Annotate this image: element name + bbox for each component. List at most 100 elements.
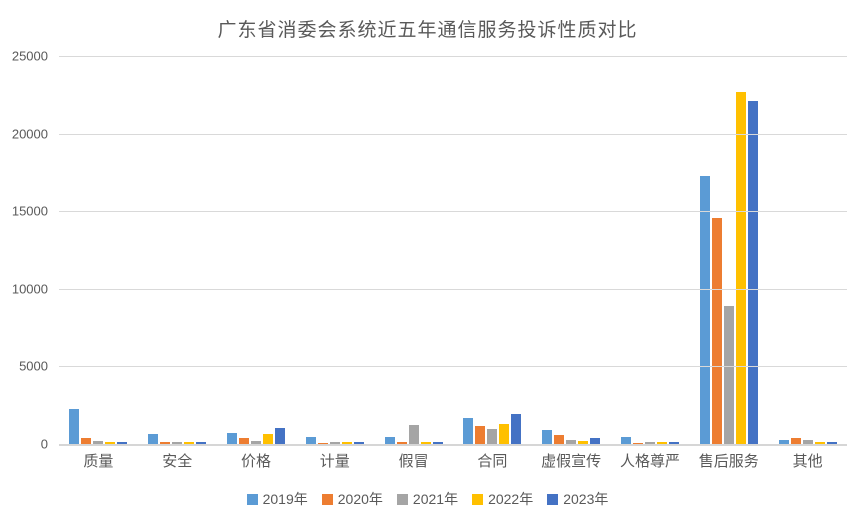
- legend-item: 2023年: [547, 489, 608, 509]
- legend-label: 2023年: [563, 491, 609, 507]
- legend-label: 2019年: [262, 491, 308, 507]
- legend-item: 2022年: [472, 489, 533, 509]
- bar: [238, 438, 249, 444]
- x-category-label: 安全: [162, 453, 193, 470]
- bar: [408, 425, 419, 444]
- bar: [396, 442, 407, 444]
- bar: [81, 438, 92, 444]
- bar: [826, 442, 837, 444]
- bar: [668, 442, 679, 444]
- bar-group: [532, 56, 611, 444]
- bar: [117, 442, 128, 444]
- bar: [499, 424, 510, 444]
- bar: [632, 443, 643, 444]
- x-category-label: 人格尊严: [619, 453, 680, 470]
- bar: [735, 92, 746, 444]
- bar: [620, 437, 631, 444]
- bar: [699, 176, 710, 444]
- bar: [711, 218, 722, 444]
- bar: [317, 443, 328, 444]
- x-category-label: 价格: [240, 453, 271, 470]
- legend-swatch: [396, 493, 408, 505]
- bar: [329, 442, 340, 444]
- bar: [341, 442, 352, 444]
- y-tick-label: 5000: [19, 358, 48, 374]
- bar: [420, 442, 431, 444]
- bar: [262, 434, 273, 444]
- legend-item: 2019年: [246, 489, 308, 509]
- y-tick-label: 25000: [11, 48, 48, 64]
- bar-group: [768, 56, 847, 444]
- bar: [778, 440, 789, 444]
- legend: 2019年 2020年 2021年 2022年 2023年: [0, 489, 855, 509]
- bar: [184, 442, 195, 444]
- x-axis: 质量 安全 价格 计量 假冒 合同 虚假宣传 人格尊严 售后服务 其他: [59, 450, 847, 471]
- bar: [511, 414, 522, 444]
- bar-group: [59, 56, 138, 444]
- bar: [566, 440, 577, 444]
- bar: [487, 429, 498, 444]
- x-category-label: 虚假宣传: [541, 453, 602, 470]
- bar: [463, 418, 474, 444]
- bar: [747, 101, 758, 444]
- bar: [148, 434, 159, 444]
- x-category-label: 其他: [792, 453, 823, 470]
- bar-group: [374, 56, 453, 444]
- bar: [250, 441, 261, 444]
- grid-line: [59, 211, 847, 213]
- bar: [274, 428, 285, 444]
- legend-swatch: [246, 493, 258, 505]
- bar-group: [611, 56, 690, 444]
- legend-label: 2021年: [412, 491, 459, 507]
- bar: [578, 441, 589, 444]
- bar: [384, 437, 395, 444]
- bar: [590, 438, 601, 444]
- bar: [656, 442, 667, 444]
- bar: [790, 438, 801, 444]
- bar-group: [217, 56, 296, 444]
- bar-group: [689, 56, 768, 444]
- bar-group: [295, 56, 374, 444]
- bar-group: [453, 56, 532, 444]
- bar: [226, 433, 237, 444]
- legend-label: 2022年: [488, 491, 534, 507]
- bar: [105, 442, 116, 444]
- y-tick-label: 0: [40, 436, 48, 452]
- bar: [160, 442, 171, 444]
- bar: [93, 441, 104, 444]
- x-category-label: 质量: [83, 453, 114, 470]
- plot-area: [59, 56, 847, 446]
- y-tick-label: 10000: [11, 281, 48, 297]
- y-tick-label: 15000: [11, 203, 48, 219]
- legend-swatch: [321, 493, 333, 505]
- bar: [542, 430, 553, 444]
- bar: [432, 442, 443, 444]
- bar: [69, 409, 80, 444]
- y-axis: 0 5000 10000 15000 20000 25000: [0, 49, 52, 452]
- x-category-label: 假冒: [398, 453, 429, 470]
- bar-groups: [59, 56, 847, 444]
- bar: [802, 440, 813, 444]
- grid-line: [59, 288, 847, 290]
- bar: [814, 442, 825, 444]
- y-tick-label: 20000: [11, 126, 48, 142]
- bar: [196, 442, 207, 444]
- grid-line: [59, 133, 847, 135]
- bar: [644, 442, 655, 444]
- bar: [475, 426, 486, 444]
- chart-title: 广东省消委会系统近五年通信服务投诉性质对比: [217, 20, 638, 41]
- x-category-label: 计量: [319, 453, 350, 470]
- legend-item: 2021年: [396, 489, 459, 509]
- bar: [353, 442, 364, 444]
- legend-item: 2020年: [321, 489, 383, 509]
- bar: [554, 435, 565, 444]
- legend-swatch: [547, 493, 559, 505]
- x-category-label: 售后服务: [698, 453, 759, 470]
- legend-swatch: [472, 493, 484, 505]
- bar-group: [138, 56, 217, 444]
- bar: [305, 437, 316, 444]
- grid-line: [59, 56, 847, 57]
- bar: [172, 442, 183, 444]
- grid-line: [59, 366, 847, 368]
